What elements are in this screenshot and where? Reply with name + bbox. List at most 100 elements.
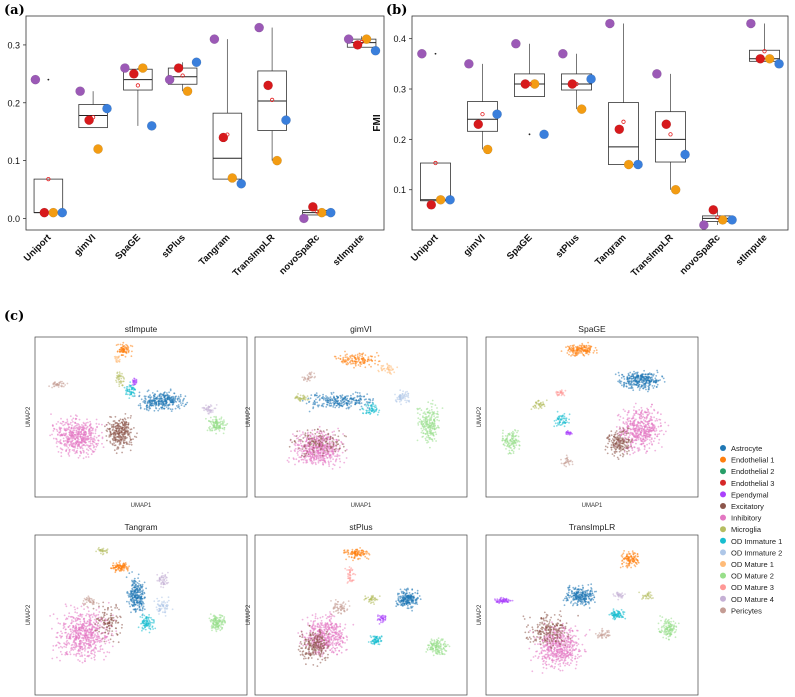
cell-point — [88, 647, 91, 649]
cell-point — [307, 453, 310, 456]
cell-point — [632, 409, 635, 412]
cell-point — [295, 435, 298, 438]
cell-point — [332, 458, 334, 460]
cell-point — [335, 444, 338, 447]
cell-point — [162, 407, 165, 410]
cell-point — [335, 441, 338, 444]
cell-point — [139, 404, 142, 407]
purple-point — [30, 74, 41, 85]
cell-point — [640, 375, 642, 378]
cell-point — [213, 415, 216, 418]
cell-point — [342, 445, 345, 448]
cell-point — [120, 377, 123, 380]
cell-point — [112, 428, 115, 430]
cell-point — [215, 432, 218, 435]
cell-point — [636, 371, 639, 374]
cell-point — [74, 433, 76, 436]
panel-label-c: (c) — [4, 309, 24, 324]
cell-point — [629, 434, 631, 436]
cell-point — [123, 433, 125, 436]
cell-point — [160, 406, 162, 409]
cell-point — [645, 430, 648, 432]
cell-point — [87, 456, 90, 458]
cell-point — [136, 432, 138, 435]
cell-point — [647, 413, 650, 416]
cell-point — [506, 435, 509, 438]
cell-point — [308, 379, 311, 382]
cell-point — [631, 449, 634, 451]
cell-point — [617, 434, 620, 437]
cell-point — [77, 444, 79, 447]
cell-point — [70, 440, 72, 443]
red-point — [307, 202, 318, 212]
cell-point — [316, 447, 318, 450]
cell-point — [333, 430, 335, 433]
cell-point — [433, 427, 435, 430]
cell-point — [614, 373, 617, 376]
cell-point — [425, 425, 428, 428]
cell-point — [568, 418, 570, 421]
cell-point — [422, 432, 425, 435]
cell-point — [565, 419, 567, 421]
cell-point — [336, 397, 339, 400]
cell-point — [300, 397, 303, 400]
cell-point — [641, 435, 644, 438]
cell-point — [620, 449, 622, 452]
cell-point — [634, 378, 637, 381]
cell-point — [622, 417, 625, 419]
cell-point — [121, 429, 124, 432]
cell-point — [74, 452, 77, 455]
cell-point — [617, 371, 620, 374]
cell-point — [129, 449, 132, 452]
cell-point — [73, 426, 75, 429]
cell-point — [122, 341, 125, 344]
cell-point — [50, 413, 52, 415]
cell-point — [74, 444, 77, 446]
cell-point — [330, 442, 333, 444]
cell-point — [115, 429, 117, 432]
cell-point — [629, 423, 631, 425]
cell-point — [119, 348, 122, 351]
cell-point — [302, 446, 305, 449]
cell-point — [574, 352, 577, 355]
cell-point — [625, 385, 628, 388]
cell-point — [642, 442, 645, 445]
cell-point — [613, 455, 616, 457]
cell-point — [120, 431, 123, 434]
cell-point — [95, 442, 98, 445]
cell-point — [88, 431, 90, 433]
cell-point — [623, 375, 625, 378]
cell-point — [69, 423, 71, 426]
cell-point — [611, 453, 614, 455]
cell-point — [329, 445, 332, 448]
cell-point — [564, 389, 567, 392]
cell-point — [633, 414, 636, 416]
cell-point — [331, 436, 334, 439]
cell-point — [652, 440, 655, 443]
cell-point — [88, 440, 90, 443]
blue-point — [633, 159, 643, 170]
cell-point — [657, 379, 660, 382]
x-tick-label: stImpute — [331, 232, 367, 268]
cell-point — [65, 432, 68, 435]
cell-point — [117, 423, 120, 425]
mean-marker — [762, 49, 767, 54]
cell-point — [424, 437, 427, 440]
cell-point — [162, 403, 165, 405]
cell-point — [581, 344, 584, 347]
ari-boxplot: 0.00.10.20.3ARIUniportgimVISpaGEstPlusTa… — [7, 15, 385, 279]
cell-point — [74, 608, 76, 611]
cell-point — [370, 365, 372, 368]
mean-marker — [621, 119, 626, 124]
cell-point — [512, 430, 514, 433]
cell-point — [614, 431, 617, 434]
cell-point — [640, 415, 643, 418]
orange-point — [48, 207, 59, 218]
cell-point — [326, 429, 328, 431]
cell-point — [399, 396, 402, 398]
cell-point — [116, 372, 119, 375]
cell-point — [339, 445, 341, 447]
cell-point — [121, 350, 123, 353]
cell-point — [122, 440, 125, 443]
cell-point — [224, 424, 226, 426]
